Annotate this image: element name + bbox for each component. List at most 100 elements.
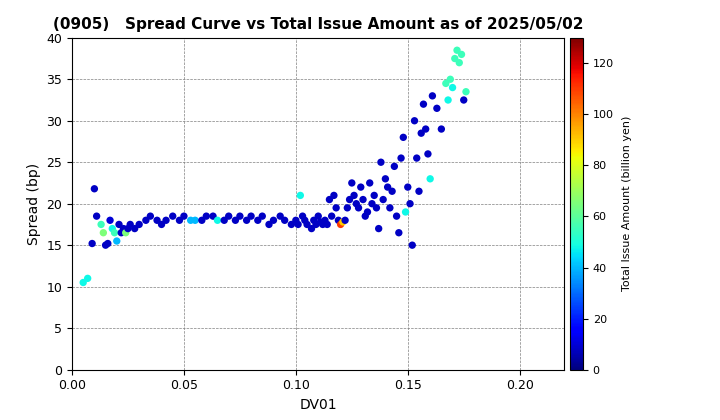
Y-axis label: Total Issue Amount (billion yen): Total Issue Amount (billion yen) — [622, 116, 632, 291]
Point — [351, 200, 362, 207]
Point — [330, 205, 342, 211]
Point — [359, 213, 371, 220]
Point — [344, 196, 356, 203]
Point — [337, 218, 348, 225]
Point — [98, 229, 109, 236]
Point — [252, 217, 264, 223]
Point — [348, 192, 360, 199]
Point — [129, 225, 140, 232]
Point — [326, 213, 338, 220]
Point — [294, 192, 306, 199]
Point — [422, 150, 433, 157]
Point — [151, 217, 163, 223]
Point — [375, 159, 387, 165]
Title: (0905)   Spread Curve vs Total Issue Amount as of 2025/05/02: (0905) Spread Curve vs Total Issue Amoun… — [53, 18, 583, 32]
Point — [458, 97, 469, 103]
Point — [369, 192, 380, 199]
Point — [100, 242, 112, 249]
X-axis label: DV01: DV01 — [300, 398, 337, 412]
Point — [364, 180, 376, 186]
Point — [161, 217, 172, 223]
Point — [286, 221, 297, 228]
Point — [109, 229, 120, 236]
Point — [306, 225, 318, 232]
Point — [373, 225, 384, 232]
Point — [397, 134, 409, 141]
Point — [460, 88, 472, 95]
Point — [420, 126, 431, 132]
Point — [95, 221, 107, 228]
Point — [353, 205, 364, 211]
Point — [404, 200, 415, 207]
Point — [319, 217, 330, 223]
Point — [447, 84, 459, 91]
Y-axis label: Spread (bp): Spread (bp) — [27, 163, 41, 245]
Point — [218, 217, 230, 223]
Point — [371, 205, 382, 211]
Point — [145, 213, 156, 220]
Point — [156, 221, 167, 228]
Point — [317, 221, 328, 228]
Point — [444, 76, 456, 83]
Point — [167, 213, 179, 220]
Point — [442, 97, 454, 103]
Point — [308, 217, 320, 223]
Point — [431, 105, 443, 112]
Point — [230, 217, 241, 223]
Point — [174, 217, 185, 223]
Point — [246, 213, 257, 220]
Point — [111, 238, 122, 244]
Point — [107, 225, 118, 232]
Point — [113, 221, 125, 228]
Point — [264, 221, 275, 228]
Point — [411, 155, 423, 161]
Point — [86, 240, 98, 247]
Point — [120, 229, 132, 236]
Point — [89, 185, 100, 192]
Point — [456, 51, 467, 58]
Point — [312, 213, 324, 220]
Point — [366, 200, 378, 207]
Point — [122, 225, 134, 232]
Point — [212, 217, 223, 223]
Point — [391, 213, 402, 220]
Point — [301, 221, 312, 228]
Point — [256, 213, 268, 220]
Point — [328, 192, 340, 199]
Point — [400, 209, 411, 215]
Point — [384, 205, 395, 211]
Point — [333, 217, 344, 223]
Point — [133, 221, 145, 228]
Point — [395, 155, 407, 161]
Point — [451, 47, 463, 54]
Point — [201, 213, 212, 220]
Point — [382, 184, 393, 190]
Point — [178, 213, 189, 220]
Point — [449, 55, 461, 62]
Point — [413, 188, 425, 194]
Point — [104, 217, 116, 223]
Point — [454, 59, 465, 66]
Point — [315, 218, 326, 225]
Point — [424, 176, 436, 182]
Point — [440, 80, 451, 87]
Point — [355, 184, 366, 190]
Point — [91, 213, 102, 220]
Point — [196, 217, 207, 223]
Point — [234, 213, 246, 220]
Point — [140, 217, 152, 223]
Point — [207, 213, 219, 220]
Point — [379, 176, 391, 182]
Point — [436, 126, 447, 132]
Point — [418, 101, 429, 108]
Point — [82, 275, 94, 282]
Point — [189, 217, 201, 223]
Point — [339, 217, 351, 223]
Point — [335, 221, 346, 228]
Point — [185, 217, 197, 223]
Point — [290, 217, 302, 223]
Point — [299, 217, 310, 223]
Point — [274, 213, 286, 220]
Point — [321, 221, 333, 228]
Point — [377, 196, 389, 203]
